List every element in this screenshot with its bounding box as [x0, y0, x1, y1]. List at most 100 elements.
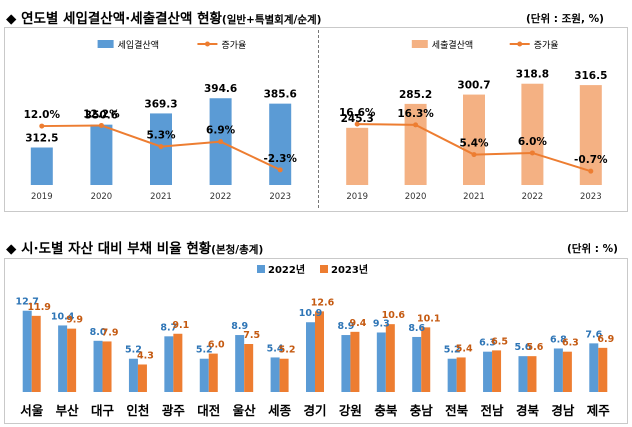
- legend-bar-swatch: [97, 40, 114, 48]
- x-category-label: 전남: [481, 403, 505, 418]
- bar: [521, 83, 544, 185]
- bar-2023: [102, 341, 112, 392]
- legend-bar-swatch: [411, 40, 428, 48]
- bar-value-label: 394.6: [204, 83, 237, 95]
- growth-marker: [471, 152, 477, 158]
- value-label-2022: 6.3: [479, 338, 496, 349]
- legend-line-label: 증가율: [534, 40, 559, 51]
- top-subtitle: (일반+특별회계/순계): [221, 14, 322, 26]
- legend-bar-label: 세입결산액: [118, 39, 159, 51]
- x-category-label: 인천: [126, 403, 149, 418]
- growth-marker: [39, 123, 45, 129]
- value-label-2022: 5.2: [196, 345, 213, 356]
- value-label-2023: 6.3: [562, 338, 579, 349]
- bar-value-label: 385.6: [264, 89, 297, 101]
- value-label-2023: 6.9: [597, 334, 614, 345]
- bar-2022: [235, 335, 245, 392]
- x-category-label: 경북: [516, 403, 540, 418]
- bar-2023: [173, 333, 183, 392]
- value-label-2022: 6.8: [550, 334, 567, 345]
- bar-2023: [492, 350, 502, 392]
- value-label-2023: 10.1: [417, 313, 440, 324]
- value-label-2023: 5.2: [279, 345, 296, 356]
- bar-2023: [456, 357, 466, 392]
- bar-value-label: 312.5: [25, 133, 58, 145]
- bar: [90, 124, 113, 185]
- value-label-2023: 9.1: [172, 320, 189, 331]
- growth-value-label: 12.0%: [24, 109, 61, 121]
- value-label-2023: 12.6: [311, 297, 335, 308]
- top-unit-label: (단위 : 조원, %): [526, 13, 604, 25]
- x-tick-label: 2021: [463, 192, 485, 202]
- bar-2022: [199, 358, 209, 392]
- legend-2023-swatch: [320, 265, 328, 273]
- growth-value-label: -0.7%: [574, 154, 608, 166]
- value-label-2023: 6.5: [491, 336, 508, 347]
- value-label-2022: 10.9: [299, 308, 322, 319]
- x-tick-label: 2022: [522, 192, 544, 202]
- x-tick-label: 2020: [405, 192, 427, 202]
- bar-2023: [208, 353, 218, 392]
- legend-2022-swatch: [257, 265, 265, 273]
- bar-2022: [376, 332, 386, 392]
- value-label-2022: 7.6: [585, 329, 602, 340]
- bar-value-label: 369.3: [144, 98, 177, 110]
- bar-2022: [518, 356, 528, 392]
- top-section-title: ◆ 연도별 세입결산액·세출결산액 현황(일반+특별회계/순계): [6, 7, 321, 27]
- growth-value-label: 16.6%: [339, 107, 376, 119]
- value-label-2022: 8.9: [231, 321, 248, 332]
- bar-value-label: 350.6: [85, 110, 118, 122]
- value-label-2023: 5.4: [456, 343, 473, 354]
- growth-marker: [98, 122, 104, 128]
- growth-value-label: 12.2%: [83, 108, 120, 120]
- growth-marker: [588, 168, 594, 174]
- bar-2022: [93, 340, 103, 392]
- revenue-chart: 세입결산액 증가율 312.5 2019 350.6 2020 369.3 2021 394.6…: [24, 39, 298, 202]
- debt-ratio-chart: 2022년 2023년 12.711.9 서울 10.49.9 부산 8.07.9 대구 5.2…: [15, 263, 614, 418]
- bar-2022: [128, 358, 138, 392]
- bar-2022: [412, 336, 422, 392]
- bottom-section-title: ◆ 시·도별 자산 대비 부채 비율 현황(본청/총계): [6, 237, 263, 257]
- value-label-2022: 8.9: [337, 321, 354, 332]
- growth-value-label: 16.3%: [397, 108, 434, 120]
- bar-2023: [598, 347, 608, 392]
- value-label-2023: 6.0: [208, 340, 225, 351]
- growth-marker: [354, 121, 360, 127]
- x-category-label: 서울: [20, 403, 44, 418]
- bar-2023: [137, 364, 147, 392]
- bar-2022: [270, 357, 280, 392]
- bar-value-label: 318.8: [516, 69, 549, 81]
- growth-marker: [158, 144, 164, 150]
- growth-value-label: 6.9%: [206, 125, 236, 137]
- value-label-2023: 4.3: [137, 350, 154, 361]
- legend-2023-label: 2023년: [331, 263, 368, 276]
- growth-marker: [529, 150, 535, 156]
- growth-value-label: -2.3%: [263, 153, 297, 165]
- x-category-label: 대구: [91, 403, 115, 418]
- legend-2022-label: 2022년: [268, 263, 305, 276]
- bar-2022: [164, 336, 174, 392]
- bar-2023: [67, 328, 77, 392]
- legend-line-marker: [204, 41, 210, 47]
- value-label-2022: 5.4: [267, 343, 284, 354]
- value-label-2023: 10.6: [382, 310, 406, 321]
- bar-2022: [341, 335, 351, 392]
- growth-value-label: 5.4%: [459, 138, 489, 150]
- value-label-2023: 7.9: [102, 327, 119, 338]
- x-category-label: 강원: [339, 403, 362, 418]
- x-category-label: 부산: [56, 403, 80, 418]
- bar-value-label: 316.5: [574, 70, 607, 82]
- x-category-label: 대전: [197, 403, 220, 418]
- x-category-label: 경남: [551, 403, 575, 418]
- x-category-label: 광주: [162, 403, 186, 418]
- legend-line-label: 증가율: [221, 40, 246, 51]
- bar-2022: [306, 322, 315, 392]
- value-label-2023: 7.5: [243, 330, 260, 341]
- value-label-2022: 9.3: [373, 318, 390, 329]
- growth-marker: [413, 122, 419, 128]
- growth-marker: [218, 139, 224, 145]
- bar-2023: [385, 324, 395, 392]
- legend-line-marker: [517, 41, 523, 47]
- x-tick-label: 2020: [91, 192, 113, 202]
- bar: [150, 113, 172, 185]
